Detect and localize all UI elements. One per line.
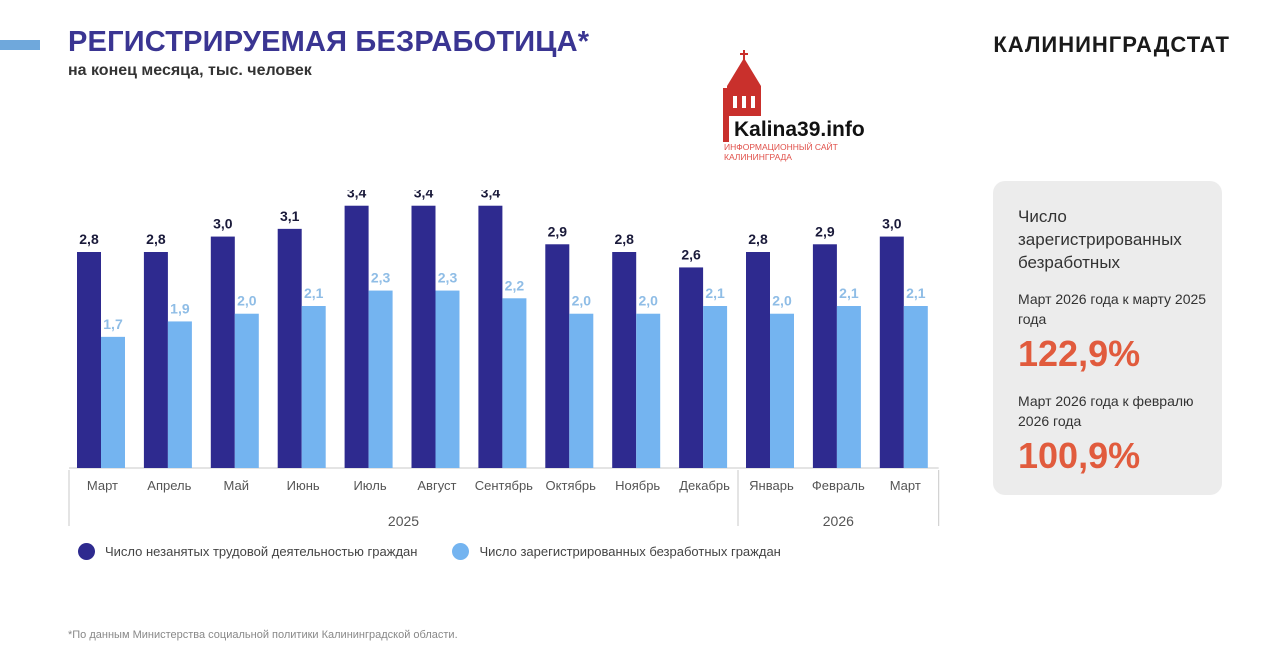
data-label-unemployed-0: 2,8: [79, 231, 99, 247]
bar-unemployed-12: [879, 236, 904, 468]
bar-registered-2: [234, 313, 259, 468]
data-label-registered-1: 1,9: [170, 300, 190, 316]
data-label-unemployed-3: 3,1: [280, 208, 300, 224]
bar-registered-6: [502, 298, 527, 468]
brand-name: КАЛИНИНГРАДСТАТ: [993, 32, 1230, 57]
data-label-unemployed-12: 3,0: [882, 216, 902, 232]
comparison-yoy-value: 122,9%: [1018, 333, 1141, 374]
data-label-unemployed-7: 2,9: [548, 223, 568, 239]
page-subtitle: на конец месяца, тыс. человек: [68, 62, 312, 79]
data-label-registered-10: 2,0: [772, 293, 792, 309]
comparison-mom-value: 100,9%: [1018, 435, 1141, 476]
page-title: РЕГИСТРИРУЕМАЯ БЕЗРАБОТИЦА*: [68, 26, 590, 58]
summary-card-label: Число зарегистрированных безработных: [1018, 207, 1182, 272]
x-tick-label-9: Декабрь: [679, 478, 730, 493]
comparison-yoy-label: Март 2026 года к марту 2025 года: [1018, 291, 1207, 327]
x-tick-label-4: Июль: [353, 478, 386, 493]
bar-unemployed-6: [478, 205, 503, 468]
x-tick-label-7: Октябрь: [546, 478, 597, 493]
x-tick-label-8: Ноябрь: [615, 478, 660, 493]
bar-unemployed-5: [411, 205, 436, 468]
bar-chart: 2,8 1,7 Март 2,8 1,9 Апрель 3,0 2,0 Май 3,1 2,1 Июн…: [68, 190, 940, 529]
x-tick-label-1: Апрель: [147, 478, 191, 493]
x-tick-label-11: Февраль: [812, 478, 865, 493]
bar-registered-1: [167, 321, 192, 468]
accent-bar: [0, 40, 40, 50]
x-tick-label-3: Июнь: [287, 478, 320, 493]
data-label-registered-4: 2,3: [371, 270, 391, 286]
bar-unemployed-8: [612, 252, 637, 468]
x-tick-label-5: Август: [417, 478, 456, 493]
bar-unemployed-10: [746, 252, 770, 468]
church-icon: [723, 50, 761, 142]
bar-unemployed-0: [77, 252, 101, 468]
x-tick-label-10: Январь: [749, 478, 794, 493]
data-label-unemployed-11: 2,9: [815, 223, 835, 239]
footnote: *По данным Министерства социальной полит…: [68, 629, 458, 641]
legend-item-series-2: Число зарегистрированных безработных гра…: [452, 542, 781, 560]
group-label-2026: 2026: [823, 513, 854, 529]
bar-registered-0: [101, 336, 125, 468]
bar-registered-11: [836, 306, 861, 468]
x-tick-label-2: Май: [224, 478, 249, 493]
data-label-registered-5: 2,3: [438, 270, 458, 286]
bar-registered-5: [435, 290, 460, 468]
chart-legend: Число незанятых трудовой деятельностью г…: [78, 541, 816, 561]
bar-unemployed-2: [210, 236, 235, 468]
data-label-registered-0: 1,7: [103, 316, 123, 332]
data-label-registered-2: 2,0: [237, 293, 257, 309]
data-label-unemployed-4: 3,4: [347, 190, 367, 201]
data-label-unemployed-10: 2,8: [748, 231, 768, 247]
data-label-registered-11: 2,1: [839, 285, 859, 301]
bar-registered-8: [636, 313, 661, 468]
comparison-mom-label: Март 2026 года к февралю 2026 года: [1018, 393, 1194, 429]
legend-item-series-1: Число незанятых трудовой деятельностью г…: [78, 542, 418, 560]
bar-registered-4: [368, 290, 393, 468]
bar-unemployed-3: [277, 228, 302, 468]
watermark-site-name: Kalina39.info: [734, 118, 865, 141]
legend-swatch-series-1: [78, 542, 95, 560]
x-tick-label-0: Март: [87, 478, 118, 493]
data-label-unemployed-5: 3,4: [414, 190, 434, 201]
bar-registered-7: [569, 313, 594, 468]
data-label-unemployed-8: 2,8: [614, 231, 634, 247]
x-tick-label-6: Сентябрь: [475, 478, 533, 493]
bar-unemployed-4: [344, 205, 369, 468]
bar-registered-9: [703, 306, 728, 468]
watermark-tagline: ИНФОРМАЦИОННЫЙ САЙТ КАЛИНИНГРАДА: [724, 142, 838, 162]
data-label-unemployed-6: 3,4: [481, 190, 501, 201]
data-label-registered-9: 2,1: [705, 285, 725, 301]
bar-registered-12: [903, 306, 928, 468]
data-label-unemployed-9: 2,6: [681, 246, 701, 262]
data-label-registered-8: 2,0: [638, 293, 658, 309]
data-label-registered-7: 2,0: [572, 293, 592, 309]
bar-registered-3: [301, 306, 326, 468]
x-tick-label-12: Март: [890, 478, 921, 493]
data-label-registered-6: 2,2: [505, 277, 525, 293]
summary-card: Число зарегистрированных безработных Мар…: [993, 181, 1222, 495]
legend-label-series-2: Число зарегистрированных безработных гра…: [479, 543, 781, 559]
data-label-registered-12: 2,1: [906, 285, 926, 301]
kalina39-logo: [723, 50, 761, 142]
bar-unemployed-1: [143, 252, 168, 468]
bar-unemployed-11: [812, 244, 837, 468]
data-label-registered-3: 2,1: [304, 285, 324, 301]
bar-unemployed-7: [545, 244, 570, 468]
bar-unemployed-9: [679, 267, 704, 468]
data-label-unemployed-2: 3,0: [213, 216, 233, 232]
legend-label-series-1: Число незанятых трудовой деятельностью г…: [105, 543, 418, 559]
group-label-2025: 2025: [388, 513, 419, 529]
legend-swatch-series-2: [452, 542, 470, 560]
bar-registered-10: [770, 313, 794, 468]
data-label-unemployed-1: 2,8: [146, 231, 166, 247]
